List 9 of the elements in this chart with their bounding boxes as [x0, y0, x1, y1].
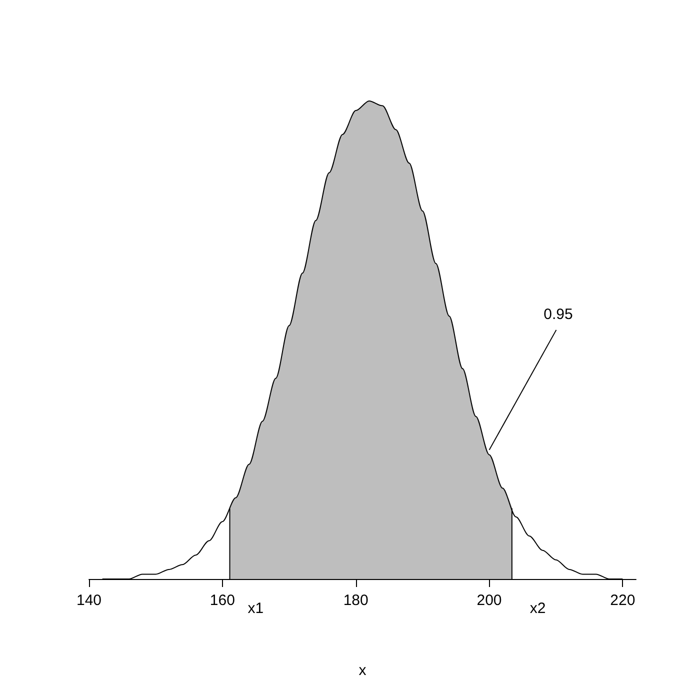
annotation: 0.95	[544, 306, 573, 323]
x-tick-label: 180	[343, 592, 368, 609]
x-axis-title: x	[358, 662, 367, 679]
x-tick-label: 220	[610, 592, 636, 609]
ref-line-label: x2	[530, 600, 546, 617]
x-tick-label: 140	[76, 592, 102, 609]
x-tick-label: 160	[210, 592, 235, 609]
x-tick-label: 200	[476, 592, 502, 609]
ref-line-label: x1	[248, 600, 264, 617]
